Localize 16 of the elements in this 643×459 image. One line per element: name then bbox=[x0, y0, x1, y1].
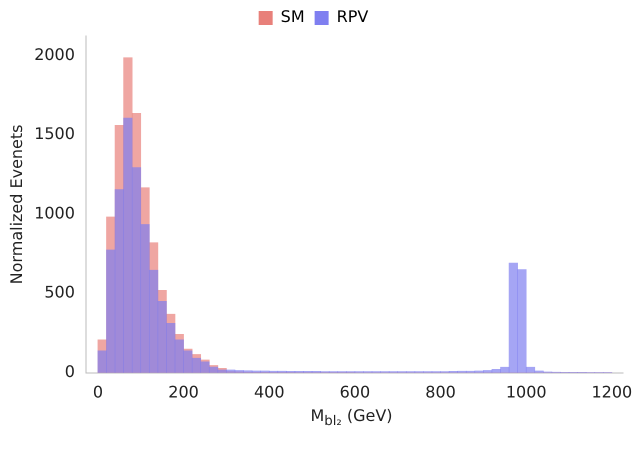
x-tick-label: 600 bbox=[340, 382, 370, 402]
legend-label: SM bbox=[280, 7, 305, 26]
y-tick-label: 1000 bbox=[34, 203, 75, 222]
y-axis-title: Normalized Evenets bbox=[6, 124, 26, 284]
y-tick-label: 0 bbox=[64, 362, 75, 381]
legend-label: RPV bbox=[336, 7, 368, 26]
y-tick-label: 1500 bbox=[34, 124, 75, 144]
x-tick-label: 400 bbox=[254, 382, 284, 402]
x-tick-label: 1000 bbox=[506, 382, 547, 402]
y-tick-label: 2000 bbox=[34, 44, 75, 64]
x-axis-title: M$_{bl₂}$ (GeV) bbox=[309, 406, 394, 430]
x-tick-label: 0 bbox=[92, 382, 104, 402]
x-tick-label: 800 bbox=[425, 382, 456, 402]
x-tick-label: 1200 bbox=[592, 382, 632, 402]
y-tick-label: 500 bbox=[44, 282, 75, 302]
x-tick-label: 200 bbox=[168, 382, 199, 402]
